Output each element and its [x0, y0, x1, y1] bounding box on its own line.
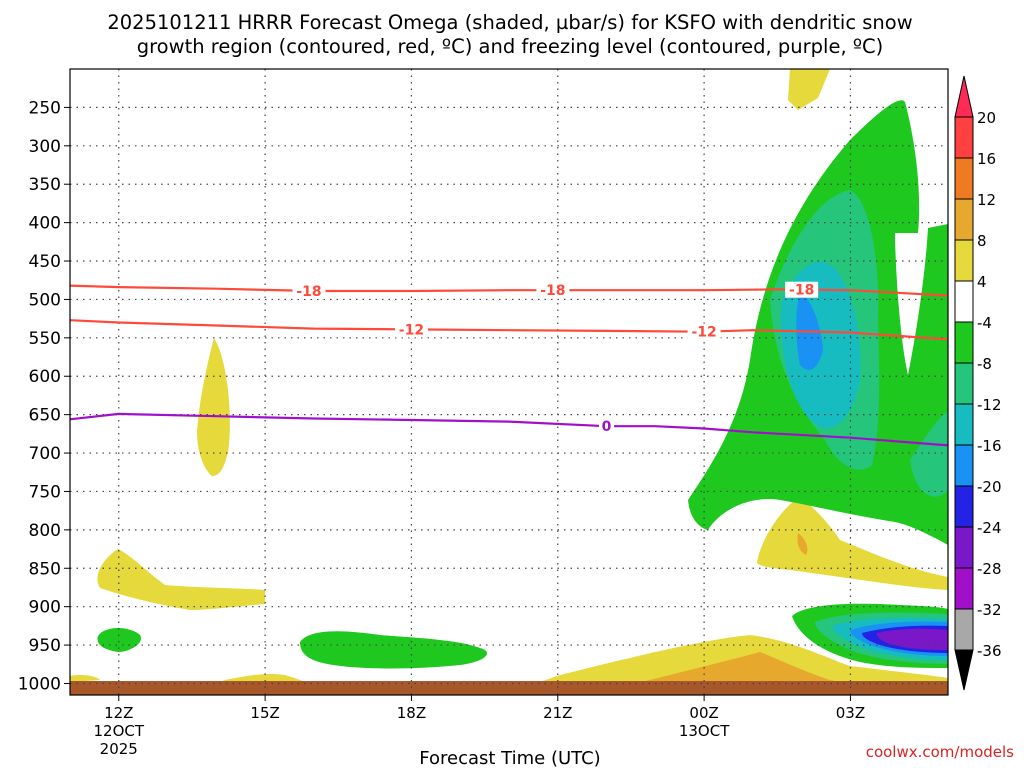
dgz-minus18-label-bg — [785, 281, 819, 298]
dgz-minus12-label-bg — [394, 321, 428, 338]
omega-colorbar: 20 16 12 8 4 -4 -8 -12 -16 -20 -24 -28 -32 -36 — [954, 75, 1002, 691]
colorbar-cell — [954, 280, 974, 323]
colorbar-cell — [954, 567, 974, 610]
dgz-minus18-label-bg — [292, 282, 326, 299]
plot-frame — [69, 68, 949, 696]
y-tick-label: 700 — [29, 444, 61, 464]
colorbar-label: -16 — [977, 437, 1002, 455]
colorbar-label: -20 — [977, 478, 1002, 496]
y-tick-label: 400 — [29, 214, 61, 234]
colorbar-top-arrow — [954, 75, 974, 118]
colorbar-label: 20 — [977, 109, 996, 127]
x-tick-date: 13OCT — [679, 722, 730, 740]
y-tick-label: 300 — [29, 137, 61, 157]
terrain-surface — [70, 681, 948, 695]
colorbar-label: -4 — [977, 314, 992, 332]
y-tick-label: 650 — [29, 406, 61, 426]
colorbar-cell — [954, 608, 974, 651]
omega-fill-yellow — [220, 673, 305, 682]
omega-fill-orange — [797, 533, 808, 555]
x-tick-label: 18Z — [397, 704, 426, 722]
omega-shaded-fields — [70, 69, 948, 695]
colorbar-label: -32 — [977, 601, 1002, 619]
dgz-minus18-label: -18 — [789, 283, 814, 299]
x-axis-label: Forecast Time (UTC) — [419, 748, 600, 768]
colorbar-bottom-arrow — [954, 649, 974, 691]
colorbar-cell — [954, 116, 974, 159]
chart-title-line1: 2025101211 HRRR Forecast Omega (shaded, … — [107, 11, 912, 34]
colorbar-cell — [954, 526, 974, 569]
colorbar-label: -8 — [977, 355, 992, 373]
colorbar-label: 16 — [977, 150, 996, 168]
y-tick-label: 750 — [29, 482, 61, 502]
y-tick-label: 950 — [29, 636, 61, 656]
colorbar-label: -24 — [977, 519, 1002, 537]
y-tick-label: 450 — [29, 252, 61, 272]
grid-lines — [70, 69, 948, 695]
colorbar-label: -12 — [977, 396, 1002, 414]
x-tick-label: 15Z — [250, 704, 279, 722]
omega-fill-yellow — [197, 338, 230, 476]
omega-fill-yellow — [70, 675, 100, 682]
colorbar-cell — [954, 198, 974, 241]
colorbar-cell — [954, 403, 974, 446]
axes: 250 300 350 400 450 500 550 600 650 700 750 800 850 9… — [18, 98, 865, 758]
freezing-level-label-bg — [599, 418, 615, 435]
dgz-minus18-label-bg — [536, 282, 570, 299]
x-tick-label: 12Z — [104, 704, 133, 722]
omega-fill-purple — [876, 628, 948, 650]
dgz-minus12-line — [69, 319, 949, 341]
colorbar-cell — [954, 321, 974, 364]
omega-fill-teal — [910, 412, 948, 497]
colorbar-label: 4 — [977, 273, 987, 291]
dgz-minus12-label-bg — [687, 323, 721, 340]
y-tick-label: 550 — [29, 329, 61, 349]
chart-title-line2: growth region (contoured, red, ºC) and f… — [137, 35, 884, 58]
y-tick-label: 350 — [29, 175, 61, 195]
omega-fill-yellow — [97, 549, 265, 610]
colorbar-cell — [954, 485, 974, 528]
colorbar-cell — [954, 157, 974, 200]
x-tick-label: 03Z — [836, 704, 865, 722]
colorbar-cell — [954, 362, 974, 405]
y-tick-label: 500 — [29, 290, 61, 310]
y-tick-label: 1000 — [18, 674, 61, 694]
watermark: coolwx.com/models — [866, 743, 1014, 761]
x-tick-year: 2025 — [100, 740, 138, 758]
y-tick-label: 850 — [29, 559, 61, 579]
colorbar-label: -28 — [977, 560, 1002, 578]
dgz-minus18-label: -18 — [540, 283, 565, 299]
colorbar-label: 8 — [977, 232, 987, 250]
dgz-minus12-label: -12 — [399, 322, 424, 338]
y-tick-label: 600 — [29, 367, 61, 387]
omega-fill-yellow — [757, 497, 948, 590]
y-tick-label: 900 — [29, 598, 61, 618]
y-tick-label: 800 — [29, 521, 61, 541]
freezing-level-label: 0 — [602, 419, 612, 435]
omega-fill-green — [300, 631, 488, 669]
colorbar-cell — [954, 239, 974, 282]
freezing-level-line — [69, 412, 949, 447]
contour-lines: -18 -18 -18 -12 -12 0 — [69, 281, 949, 447]
dgz-minus18-label: -18 — [296, 284, 321, 300]
colorbar-label: -36 — [977, 642, 1002, 660]
colorbar-cell — [954, 444, 974, 487]
x-tick-date: 12OCT — [94, 722, 145, 740]
y-tick-label: 250 — [29, 98, 61, 118]
x-tick-label: 00Z — [689, 704, 718, 722]
x-tick-label: 21Z — [543, 704, 572, 722]
omega-fill-orange — [640, 652, 840, 682]
omega-fill-yellow — [788, 69, 830, 110]
colorbar-label: 12 — [977, 191, 996, 209]
dgz-minus12-label: -12 — [691, 325, 716, 341]
omega-fill-green — [97, 628, 141, 652]
